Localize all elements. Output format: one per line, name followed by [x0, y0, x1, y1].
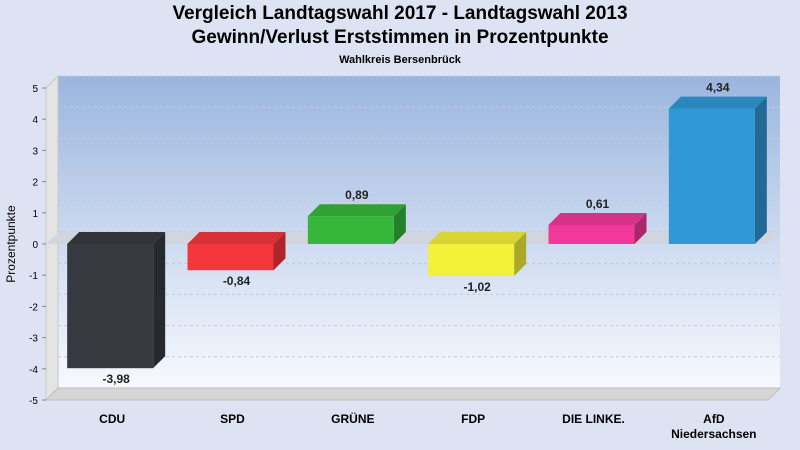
x-tick-label: GRÜNE	[331, 411, 374, 426]
y-tick-label: -2	[29, 302, 38, 313]
bar-front	[668, 108, 755, 244]
bar	[548, 212, 647, 244]
x-tick-label: CDU	[99, 412, 125, 426]
y-tick-label: 4	[32, 115, 38, 126]
bar	[187, 232, 286, 271]
bar-front	[67, 244, 154, 369]
bar	[428, 232, 527, 276]
bar-front	[187, 244, 274, 271]
bar	[307, 204, 406, 244]
y-tick-label: -4	[29, 365, 38, 376]
bar-top	[548, 212, 647, 225]
chart-subtitle: Gewinn/Verlust Erststimmen in Prozentpun…	[191, 27, 609, 48]
chart-region-label: Wahlkreis Bersenbrück	[339, 54, 461, 66]
bar-side	[273, 232, 286, 271]
bar-top	[67, 232, 166, 244]
bar-front	[548, 224, 635, 244]
bar-front	[307, 216, 394, 244]
bar	[67, 232, 166, 369]
data-label: -1,02	[463, 280, 491, 294]
data-label: 0,89	[345, 188, 369, 202]
chart-title: Vergleich Landtagswahl 2017 - Landtagswa…	[172, 3, 628, 24]
y-tick-label: -5	[29, 396, 38, 407]
bar-top	[668, 96, 767, 109]
bar-side	[634, 212, 647, 244]
bar-side	[393, 204, 406, 244]
bar-side	[153, 232, 166, 369]
y-tick-label: -3	[29, 334, 38, 345]
y-tick-label: 5	[32, 84, 38, 95]
bar-side	[754, 96, 767, 244]
x-tick-label: AfD Niedersachsen	[671, 412, 756, 441]
data-label: 0,61	[586, 197, 610, 211]
y-tick-label: 1	[32, 209, 38, 220]
y-tick-label: -1	[29, 271, 38, 282]
y-tick-label: 2	[32, 178, 38, 189]
y-tick-label: 0	[32, 240, 38, 251]
x-tick-label: DIE LINKE.	[562, 412, 625, 426]
data-label: -3,98	[102, 372, 130, 386]
bar-top	[428, 232, 527, 244]
x-tick-label: FDP	[461, 412, 485, 426]
bar	[668, 96, 767, 244]
bar-side	[514, 232, 527, 276]
plot-floor	[44, 387, 782, 401]
bar-top	[307, 204, 406, 217]
bar-front	[428, 244, 515, 276]
bar-top	[187, 232, 286, 244]
x-tick-label: SPD	[220, 412, 245, 426]
data-label: 4,34	[706, 81, 730, 95]
y-tick-label: 3	[32, 146, 38, 157]
data-label: -0,84	[223, 274, 251, 288]
